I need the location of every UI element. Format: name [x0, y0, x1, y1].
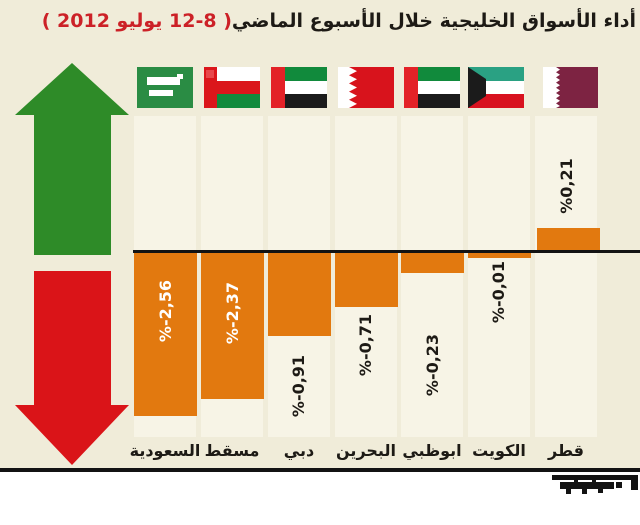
column-strip: [535, 116, 597, 437]
value-label: %-0,01: [489, 260, 508, 324]
category-label: الكويت: [472, 441, 526, 460]
gain-up-arrow-icon: [15, 63, 129, 259]
flag-qatar-icon: [543, 67, 598, 108]
newspaper-logo-icon: [552, 473, 638, 501]
bar-3: [335, 253, 398, 307]
chart-title-main: أداء الأسواق الخليجية خلال الأسبوع الماض…: [231, 10, 637, 32]
column-strip: [401, 116, 463, 437]
value-label: %-2,37: [223, 281, 242, 345]
category-label: قطر: [547, 441, 584, 460]
value-label: %-2,56: [156, 279, 175, 343]
chart-title-period: ( 8-12 يوليو 2012 ): [41, 10, 233, 32]
value-label: %-0,91: [289, 354, 308, 418]
category-label: السعودية: [129, 441, 201, 460]
bottom-rule: [0, 468, 640, 472]
value-label: %-0,71: [356, 313, 375, 377]
bar-0: [134, 253, 197, 416]
category-label: مسقط: [204, 441, 260, 460]
category-label: ابوظبي: [402, 441, 462, 460]
chart-title: أداء الأسواق الخليجية خلال الأسبوع الماض…: [0, 10, 637, 44]
bar-1: [201, 253, 264, 399]
flag-saudi-arabia-icon: [137, 67, 193, 108]
bar-2: [268, 253, 331, 336]
flag-oman-icon: [204, 67, 260, 108]
flag-uae-icon: [404, 67, 460, 108]
value-label: %0,21: [557, 158, 576, 214]
flag-kuwait-icon: [468, 67, 524, 108]
loss-down-arrow-icon: [15, 271, 129, 469]
bar-4: [401, 253, 464, 273]
category-label: البحرين: [336, 441, 396, 460]
flag-uae-icon: [271, 67, 327, 108]
category-label: دبي: [283, 441, 315, 460]
flag-bahrain-icon: [338, 67, 394, 108]
zero-baseline: [133, 250, 640, 253]
value-label: %-0,23: [423, 333, 442, 397]
bar-6: [537, 228, 600, 250]
bar-5: [468, 253, 531, 258]
column-strip: [468, 116, 530, 437]
